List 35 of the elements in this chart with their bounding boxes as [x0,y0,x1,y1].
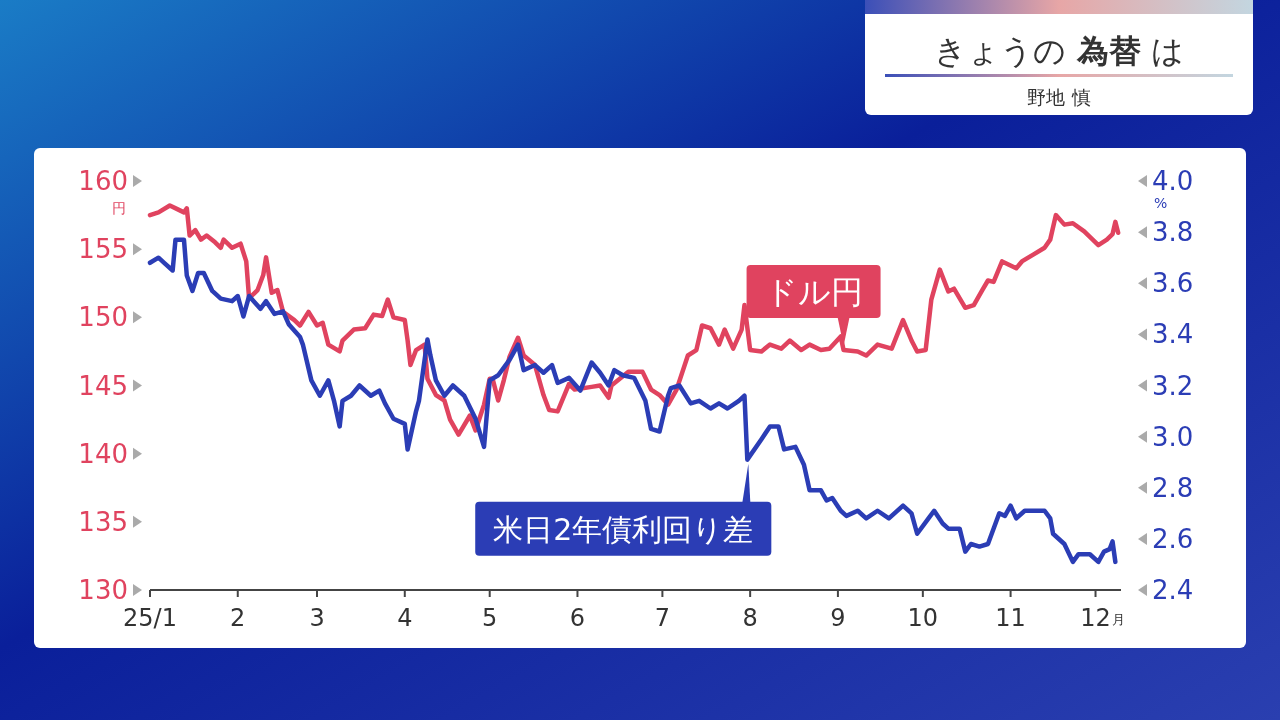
x-tick-label: 12 [1080,604,1111,632]
x-tick-label: 4 [397,604,413,632]
x-tick-label: 10 [907,604,939,632]
x-tick-label: 3 [309,604,325,632]
x-tick-label: 8 [742,604,758,632]
x-tick-label: 7 [654,604,671,632]
y2-tick-label: 4.0 [1152,166,1194,196]
chart-title: きょうの 為替 は [934,32,1184,70]
chart-subtitle: 野地 慎 [1027,86,1091,108]
y2-axis-title: % [1154,195,1168,211]
y-tick-label: 160 [78,166,128,196]
x-axis-title: 月 [1111,612,1125,627]
y2-tick-label: 3.4 [1152,319,1194,350]
y-tick-label: 145 [78,370,128,401]
x-tick-label: 11 [995,604,1026,632]
y-tick-label: 155 [78,234,128,265]
x-tick-label: 9 [830,604,846,632]
legend-label: 米日2年債利回り差 [493,511,754,547]
y-tick-label: 140 [78,438,128,469]
y-axis-title: 円 [112,200,126,216]
y2-tick-label: 2.6 [1152,523,1194,554]
y-tick-label: 150 [78,302,128,333]
y-tick-label: 135 [78,506,128,537]
series-label: ドル円 [764,273,863,312]
y2-tick-label: 2.4 [1152,575,1194,605]
x-tick-label: 2 [230,604,246,632]
y-tick-label: 130 [78,575,128,605]
y2-tick-label: 3.2 [1152,370,1194,401]
y2-tick-label: 3.8 [1152,217,1194,248]
x-tick-label: 6 [569,604,586,632]
y2-tick-label: 3.0 [1152,421,1194,452]
x-tick-label: 25/1 [123,604,177,632]
x-tick-label: 5 [482,604,498,632]
y2-tick-label: 2.8 [1152,472,1194,503]
y2-tick-label: 3.6 [1152,268,1194,299]
